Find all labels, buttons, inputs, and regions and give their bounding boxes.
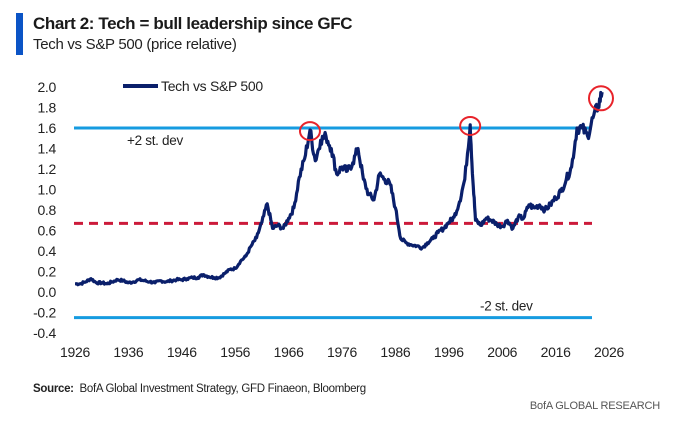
x-tick-label: 1926 (60, 344, 90, 360)
minus-2-std-label: -2 st. dev (480, 299, 533, 314)
y-tick-label: 0.8 (37, 202, 56, 218)
y-tick-label: -0.4 (33, 325, 56, 341)
x-tick-label: 1966 (274, 344, 304, 360)
legend: Tech vs S&P 500 (123, 78, 264, 94)
x-axis-ticks: 1926 1936 1946 1956 1966 1976 1986 1996 2006 2016… (60, 344, 625, 360)
y-tick-label: 0.6 (37, 223, 56, 239)
x-tick-label: 1936 (113, 344, 143, 360)
y-tick-label: -0.2 (33, 305, 56, 321)
source-text: BofA Global Investment Strategy, GFD Fin… (79, 383, 367, 395)
series-group (74, 90, 604, 287)
x-tick-label: 1986 (380, 344, 410, 360)
x-tick-label: 2026 (594, 344, 624, 360)
reference-lines: +2 st. dev -2 st. dev (74, 126, 592, 320)
x-tick-label: 1956 (220, 344, 250, 360)
y-tick-label: 0.0 (37, 284, 56, 300)
chart-subtitle: Tech vs S&P 500 (price relative) (33, 36, 237, 53)
y-axis-ticks: 2.0 1.8 1.6 1.4 1.2 1.0 0.8 0.6 0.4 0.2 0.0 -0.2 -0.… (33, 79, 57, 341)
y-tick-label: 0.4 (37, 243, 56, 259)
plus-2-std-label: +2 st. dev (127, 133, 183, 148)
legend-label: Tech vs S&P 500 (161, 78, 263, 94)
peak-highlight-circle (587, 85, 614, 112)
brand-label: BofA GLOBAL RESEARCH (529, 400, 660, 412)
peak-highlight-circle (459, 115, 482, 136)
y-tick-label: 1.6 (37, 120, 56, 136)
y-tick-label: 1.2 (37, 161, 56, 177)
y-tick-label: 1.0 (37, 182, 56, 198)
x-tick-label: 2016 (541, 344, 571, 360)
title-accent-bar (16, 13, 23, 55)
y-tick-label: 1.8 (37, 100, 56, 116)
source-label: Source: (33, 383, 74, 395)
y-tick-label: 2.0 (37, 79, 56, 95)
series-line-tech-vs-sp500 (74, 90, 604, 287)
y-tick-label: 0.2 (37, 264, 56, 280)
peak-highlight-circle (298, 121, 321, 142)
annotations-group (298, 85, 614, 142)
x-tick-label: 1976 (327, 344, 357, 360)
source-note: Source: BofA Global Investment Strategy,… (33, 383, 366, 395)
x-tick-label: 1996 (434, 344, 464, 360)
y-tick-label: 1.4 (37, 141, 56, 157)
x-tick-label: 2006 (487, 344, 517, 360)
x-tick-label: 1946 (167, 344, 197, 360)
chart-title: Chart 2: Tech = bull leadership since GF… (33, 14, 353, 33)
